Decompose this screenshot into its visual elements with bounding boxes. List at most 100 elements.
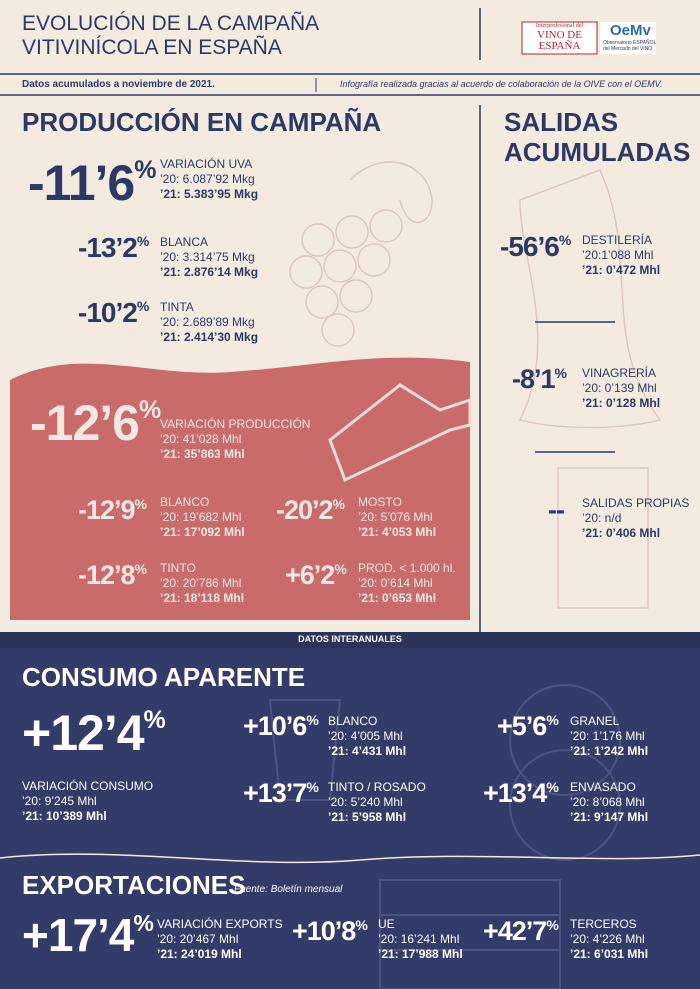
stat-prev: ’20: 20’467 Mhl xyxy=(157,932,239,946)
stat-prev: ’20: 6.087’92 Mkg xyxy=(160,172,255,186)
stat-number: -11’6 xyxy=(28,155,135,211)
logo-oemv-sub: Observatorio ESPAÑOL xyxy=(603,40,657,46)
stat-number: -56’6 xyxy=(500,231,560,262)
stat-unit: % xyxy=(136,233,150,249)
logo-oive-text: VINO DE xyxy=(537,29,582,41)
title-line: EVOLUCIÓN DE LA CAMPAÑA xyxy=(22,12,320,35)
section-title: SALIDAS xyxy=(504,107,619,137)
stat-text: MOSTO ’20: 5’076 Mhl ’21: 4’053 Mhl xyxy=(358,495,436,540)
logo-oemv-sub: del Mercado del VINO xyxy=(603,46,653,52)
stat-number: -10’2 xyxy=(78,297,138,328)
stat-number: +17’4 xyxy=(22,909,134,961)
stat-value: +42’7% xyxy=(483,918,559,945)
stat-curr: ’21: 35’863 Mhl xyxy=(160,447,245,461)
stat-text: SALIDAS PROPIAS ’20: n/d ’21: 0’406 Mhl xyxy=(582,496,689,541)
stat-number: +10’8 xyxy=(292,916,356,946)
stat-text: TERCEROS ’20: 4’226 Mhl ’21: 6’031 Mhl xyxy=(570,917,648,962)
stat-text: TINTA ’20: 2.689’89 Mkg ’21: 2.414’30 Mkg xyxy=(160,300,258,345)
stat-text: VINAGRERÍA ’20: 0’139 Mhl ’21: 0’128 Mhl xyxy=(582,366,660,411)
stat-value: -- xyxy=(548,497,565,524)
stat-label: BLANCO xyxy=(328,714,378,728)
stat-unit: % xyxy=(546,779,559,795)
stat-number: -12’8 xyxy=(78,560,136,590)
stat-prev: ’20: 20’786 Mhl xyxy=(160,576,242,590)
stat-value: -56’6% xyxy=(500,233,571,261)
stat-prev: ’20: n/d xyxy=(582,511,622,525)
stat-prev: ’20: 9’245 Mhl xyxy=(22,794,97,808)
stat-text: VARIACIÓN CONSUMO ’20: 9’245 Mhl ’21: 10’3… xyxy=(22,779,153,824)
stat-text: TINTO / ROSADO ’20: 5’240 Mhl ’21: 5’958 M… xyxy=(328,780,426,825)
stat-prev: ’20:1’088 Mhl xyxy=(582,248,654,262)
stat-label: TERCEROS xyxy=(570,917,637,931)
credit-note: Infografía realizada gracias al acuerdo … xyxy=(340,79,663,89)
stat-value: +10’6% xyxy=(243,713,319,740)
stat-prev: ’20: 0’139 Mhl xyxy=(582,381,657,395)
stat-value: +10’8% xyxy=(292,918,368,945)
stat-value: -13’2% xyxy=(78,234,149,262)
stat-label: VARIACIÓN UVA xyxy=(160,157,253,171)
stat-curr: ’21: 10’389 Mhl xyxy=(22,809,107,823)
stat-curr: ’21: 24’019 Mhl xyxy=(157,947,242,961)
stat-prev: ’20: 5’076 Mhl xyxy=(358,510,433,524)
stat-value: +17’4% xyxy=(22,909,154,961)
stat-unit: % xyxy=(554,365,567,381)
stat-value: -11’6% xyxy=(28,155,156,211)
stat-value: -10’2% xyxy=(78,299,149,327)
stat-label: PROD. < 1.000 hl. xyxy=(358,561,456,575)
stat-text: UE ’20: 16’241 Mhl ’21: 17’988 Mhl xyxy=(378,917,463,962)
logo-oemv: OeMv xyxy=(610,22,651,39)
stat-curr: ’21: 4’053 Mhl xyxy=(358,525,437,539)
stat-number: -20’2 xyxy=(276,495,334,525)
stat-curr: ’21: 0’653 Mhl xyxy=(358,591,437,605)
stat-value: -12’8% xyxy=(78,562,147,589)
stat-number: -13’2 xyxy=(78,232,138,263)
stat-label: TINTA xyxy=(160,300,194,314)
stat-curr: ’21: 6’031 Mhl xyxy=(570,947,649,961)
stat-text: GRANEL ’20: 1’176 Mhl ’21: 1’242 Mhl xyxy=(570,714,648,759)
stat-label: BLANCO xyxy=(160,495,210,509)
section-title: PRODUCCIÓN EN CAMPAÑA xyxy=(22,107,382,137)
stat-prev: ’20: 4’005 Mhl xyxy=(328,729,403,743)
stat-text: BLANCO ’20: 19’682 Mhl ’21: 17’092 Mhl xyxy=(160,495,245,540)
stat-curr: ’21: 17’092 Mhl xyxy=(160,525,245,539)
stat-curr: ’21: 5.383’95 Mkg xyxy=(160,187,259,201)
stat-curr: ’21: 0’406 Mhl xyxy=(582,526,661,540)
stat-number: +12’4 xyxy=(22,705,145,761)
stat-label: TINTO xyxy=(160,561,196,575)
stat-value: +6’2% xyxy=(285,562,347,589)
stat-curr: ’21: 2.414’30 Mkg xyxy=(160,330,259,344)
stat-value: +13’7% xyxy=(243,780,319,807)
stat-text: VARIACIÓN UVA ’20: 6.087’92 Mkg ’21: 5.383… xyxy=(160,157,258,202)
stat-curr: ’21: 18’118 Mhl xyxy=(160,591,245,605)
stat-number: -12’9 xyxy=(78,495,136,525)
stat-unit: % xyxy=(334,561,347,577)
stat-label: UE xyxy=(378,917,395,931)
stat-curr: ’21: 0’128 Mhl xyxy=(582,396,661,410)
stat-prev: ’20: 0’614 Mhl xyxy=(358,576,433,590)
title-line: VITIVINÍCOLA EN ESPAÑA xyxy=(22,36,282,59)
stat-unit: % xyxy=(306,712,319,728)
section-title: ACUMULADAS xyxy=(504,137,691,167)
stat-label: BLANCA xyxy=(160,235,209,249)
stat-text: DESTILERÍA ’20:1’088 Mhl ’21: 0’472 Mhl xyxy=(582,233,660,278)
stat-unit: % xyxy=(143,706,166,734)
stat-label: ENVASADO xyxy=(570,780,636,794)
stat-text: PROD. < 1.000 hl. ’20: 0’614 Mhl ’21: 0’65… xyxy=(358,561,456,606)
stat-unit: % xyxy=(332,496,345,512)
stat-text: BLANCA ’20: 3.314’75 Mkg ’21: 2.876’14 Mkg xyxy=(160,235,258,280)
stat-number: -8’1 xyxy=(512,364,556,394)
stat-text: VARIACIÓN PRODUCCIÓN ’20: 41’028 Mhl ’21: … xyxy=(160,417,310,462)
stat-number: -12’6 xyxy=(30,395,140,451)
stat-unit: % xyxy=(136,298,150,314)
stat-number: +6’2 xyxy=(285,560,335,590)
stat-unit: % xyxy=(558,232,572,248)
stat-unit: % xyxy=(134,561,147,577)
stat-value: -12’9% xyxy=(78,497,147,524)
stat-label: SALIDAS PROPIAS xyxy=(582,496,690,510)
stat-unit: % xyxy=(134,496,147,512)
stat-prev: ’20: 2.689’89 Mkg xyxy=(160,315,255,329)
stat-label: DESTILERÍA xyxy=(582,233,653,247)
